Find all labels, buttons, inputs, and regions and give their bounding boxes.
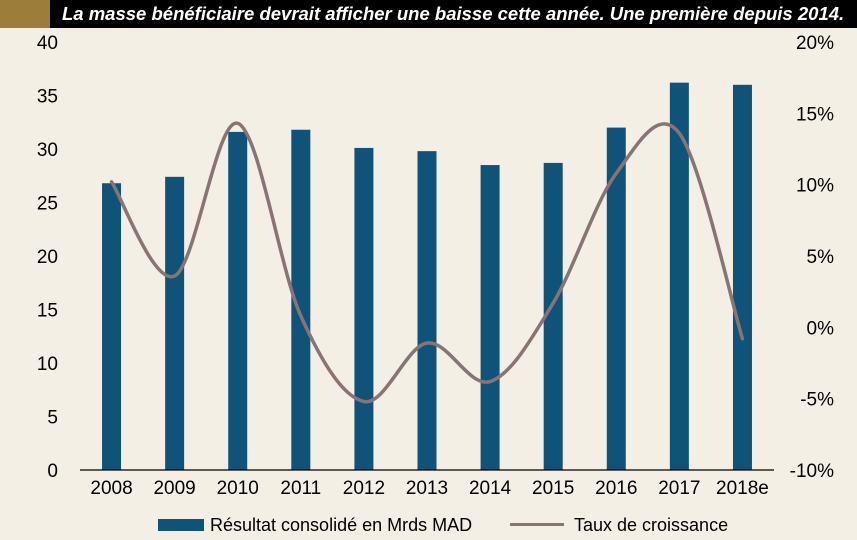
x-tick-label: 2011 xyxy=(280,478,321,499)
x-tick-label: 2013 xyxy=(406,478,448,499)
legend-line-swatch xyxy=(510,523,564,526)
left-tick-label: 40 xyxy=(37,33,58,54)
left-tick-label: 10 xyxy=(37,354,58,375)
legend-label-bar: Résultat consolidé en Mrds MAD xyxy=(210,515,473,535)
x-tick-label: 2014 xyxy=(469,478,512,499)
x-tick-label: 2010 xyxy=(217,478,259,499)
left-tick-label: 15 xyxy=(37,301,58,322)
legend: Résultat consolidé en Mrds MAD Taux de c… xyxy=(0,508,857,540)
right-tick-label: -10% xyxy=(790,461,834,482)
right-tick-label: -5% xyxy=(800,390,834,411)
x-tick-label: 2009 xyxy=(153,478,195,499)
left-tick-label: 25 xyxy=(37,194,58,215)
legend-bar-swatch xyxy=(158,519,204,531)
x-tick-label: 2015 xyxy=(532,478,574,499)
x-tick-label: 2008 xyxy=(90,478,132,499)
x-tick-label: 2017 xyxy=(658,478,700,499)
chart-title: La masse bénéficiaire devrait afficher u… xyxy=(62,3,845,24)
legend-label-line: Taux de croissance xyxy=(574,515,729,535)
right-tick-label: 5% xyxy=(807,247,835,268)
left-tick-label: 5 xyxy=(47,408,58,429)
growth-rate-line xyxy=(109,121,745,404)
x-tick-label: 2016 xyxy=(595,478,637,499)
left-tick-label: 35 xyxy=(37,87,58,108)
bar-2016 xyxy=(606,127,626,470)
bar-2013 xyxy=(417,151,437,470)
title-banner: La masse bénéficiaire devrait afficher u… xyxy=(0,0,857,28)
bar-2014 xyxy=(480,165,500,471)
right-tick-label: 0% xyxy=(807,318,835,339)
right-tick-label: 20% xyxy=(796,33,834,54)
right-axis-ticks: -10% -5% 0% 5% 10% 15% 20% xyxy=(790,33,834,482)
bar-2009 xyxy=(165,176,185,470)
right-tick-label: 15% xyxy=(796,104,834,125)
bar-2010 xyxy=(228,131,248,470)
x-tick-label: 2018e xyxy=(716,478,769,499)
left-tick-label: 0 xyxy=(47,461,58,482)
x-tick-label: 2012 xyxy=(343,478,385,499)
bar-2018e xyxy=(732,84,752,471)
bar-2008 xyxy=(102,183,122,471)
combo-chart: 0 5 10 15 20 25 30 35 40 -10% -5% 0% 5% 10% 15% 20% 20… xyxy=(37,33,834,499)
left-tick-label: 30 xyxy=(37,140,58,161)
left-tick-label: 20 xyxy=(37,247,58,268)
bar-2012 xyxy=(354,147,374,470)
banner-accent xyxy=(0,0,50,28)
x-axis-ticks: 2008 2009 2010 2011 2012 2013 2014 2015 2016 2017… xyxy=(90,478,768,499)
bar-2017 xyxy=(669,82,689,470)
left-axis-ticks: 0 5 10 15 20 25 30 35 40 xyxy=(37,33,58,482)
right-tick-label: 10% xyxy=(796,176,834,197)
bar-series xyxy=(102,82,752,471)
bar-2011 xyxy=(291,129,311,470)
bar-2015 xyxy=(543,162,563,470)
